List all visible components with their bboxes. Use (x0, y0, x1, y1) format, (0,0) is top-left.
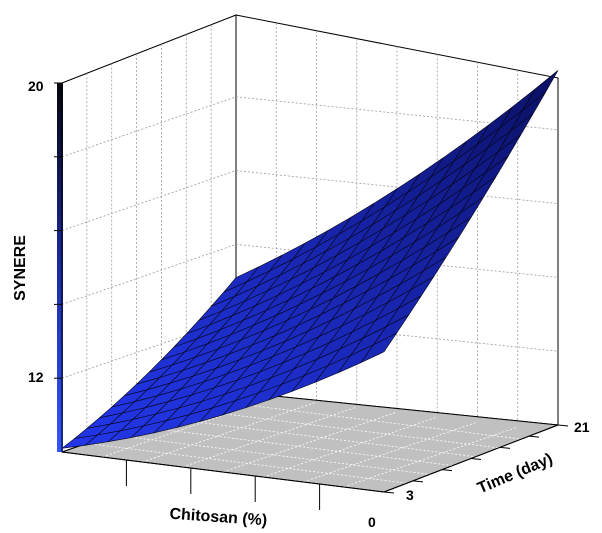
y-tick-3: 3 (406, 487, 414, 503)
y-axis-title: Time (day) (475, 450, 555, 497)
x-axis-line (61, 451, 385, 493)
y-ticks (383, 424, 569, 494)
z-tick-20: 20 (28, 78, 44, 94)
wall-grid-line (61, 170, 237, 231)
wall-grid-line (235, 170, 559, 204)
y-tick-mark (557, 424, 569, 427)
response-surface (60, 70, 559, 449)
z-tick-12: 12 (28, 369, 44, 385)
wall-grid-line (61, 96, 237, 158)
z-colorbar (57, 83, 63, 452)
floor-grid-line (263, 416, 438, 478)
floor-grid-line (142, 401, 317, 463)
wall-grid-line (61, 244, 237, 305)
y-tick-mark (528, 435, 540, 438)
y-tick-mark (412, 480, 424, 483)
y-tick-mark (441, 469, 453, 472)
x-tick-0: 0 (368, 514, 376, 530)
x-ticks (125, 460, 321, 510)
z-axis-title: SYNERE (12, 235, 29, 301)
floor-grid (86, 396, 534, 488)
y-tick-mark (383, 491, 395, 494)
y-tick-mark (470, 458, 482, 460)
z-ticks (54, 82, 62, 379)
y-tick-mark (499, 446, 511, 449)
surface-patch (60, 434, 99, 449)
y-tick-21: 21 (574, 419, 590, 435)
floor-grid-line (222, 411, 398, 473)
x-axis-title: Chitosan (%) (169, 506, 268, 530)
floor-grid-line (343, 426, 518, 488)
floor-grid-line (303, 421, 478, 483)
floor-grid-line (182, 406, 357, 468)
